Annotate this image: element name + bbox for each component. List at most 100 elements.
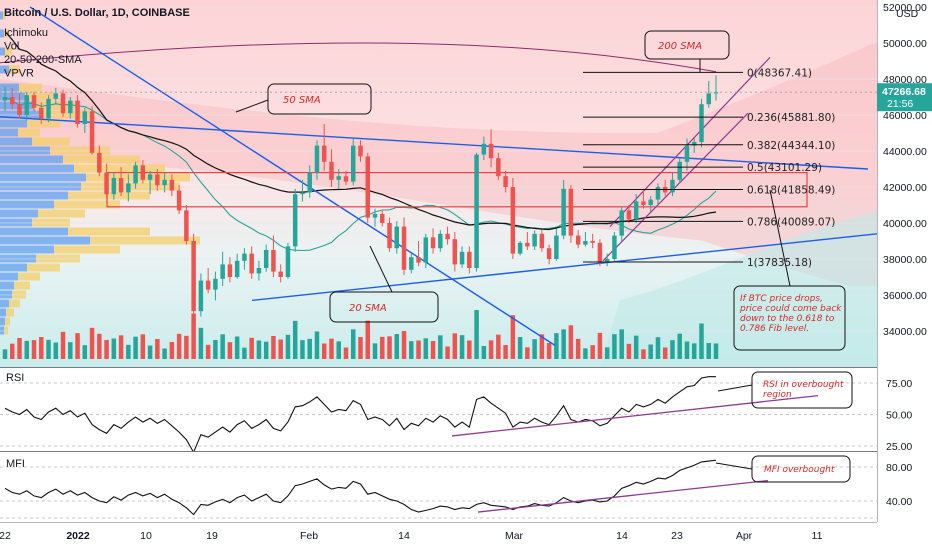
candle-body[interactable] xyxy=(517,242,523,254)
candle-body[interactable] xyxy=(46,98,51,119)
candle-body[interactable] xyxy=(60,93,66,114)
candle-body[interactable] xyxy=(321,145,327,162)
candle-body[interactable] xyxy=(380,214,385,223)
candle-body[interactable] xyxy=(17,104,22,115)
candle-body[interactable] xyxy=(10,97,15,105)
candle-body[interactable] xyxy=(488,143,494,159)
candle-body[interactable] xyxy=(89,111,95,153)
candle-body[interactable] xyxy=(307,172,312,193)
trendline-descending[interactable] xyxy=(29,6,556,346)
candle-body[interactable] xyxy=(619,210,624,236)
candle-body[interactable] xyxy=(75,100,80,124)
candle-body[interactable] xyxy=(699,104,704,142)
candle-body[interactable] xyxy=(314,145,320,173)
callout-fib-note[interactable]: If BTC price drops,price could come back… xyxy=(733,189,846,351)
mfi-pane[interactable]: MFI MFI overbought xyxy=(0,455,877,519)
current-price-badge[interactable] xyxy=(877,83,932,112)
candle-body[interactable] xyxy=(409,257,414,270)
candle-body[interactable] xyxy=(104,172,109,195)
candle-body[interactable] xyxy=(2,97,8,101)
candle-body[interactable] xyxy=(126,183,131,193)
candle-body[interactable] xyxy=(133,165,138,184)
sma50-line[interactable] xyxy=(4,31,717,231)
candle-body[interactable] xyxy=(155,174,160,186)
candle-body[interactable] xyxy=(430,237,436,249)
mfi-trendline[interactable] xyxy=(477,479,769,513)
candle-body[interactable] xyxy=(713,92,719,94)
callout-50sma[interactable]: 50 SMA xyxy=(235,83,372,115)
candle-body[interactable] xyxy=(68,100,73,114)
candle-body[interactable] xyxy=(53,93,59,99)
candle-body[interactable] xyxy=(496,158,501,177)
candle-body[interactable] xyxy=(474,154,479,268)
candle-body[interactable] xyxy=(459,251,465,265)
candle-body[interactable] xyxy=(532,233,537,247)
candle-body[interactable] xyxy=(684,145,690,162)
indicator-legend-item[interactable]: Ichimoku xyxy=(4,27,48,39)
time-axis-background[interactable] xyxy=(0,522,932,550)
candle-body[interactable] xyxy=(184,210,189,241)
candle-body[interactable] xyxy=(394,226,400,249)
candle-body[interactable] xyxy=(590,241,595,243)
candle-body[interactable] xyxy=(445,233,450,240)
candle-body[interactable] xyxy=(285,246,291,277)
candle-body[interactable] xyxy=(568,188,574,236)
indicator-legend-item[interactable]: Vol xyxy=(4,41,19,53)
candle-body[interactable] xyxy=(467,251,472,268)
candle-body[interactable] xyxy=(503,176,508,187)
indicator-legend-item[interactable]: 20-50-200-SMA xyxy=(4,54,82,66)
candles[interactable] xyxy=(2,75,719,322)
candle-body[interactable] xyxy=(198,280,204,312)
candle-body[interactable] xyxy=(140,165,146,180)
candle-body[interactable] xyxy=(452,239,458,265)
trendline-upper[interactable] xyxy=(0,116,869,170)
candle-body[interactable] xyxy=(416,257,421,263)
candle-body[interactable] xyxy=(510,187,516,254)
candle-body[interactable] xyxy=(111,178,117,195)
candle-body[interactable] xyxy=(554,235,559,259)
candle-body[interactable] xyxy=(423,237,429,263)
candle-body[interactable] xyxy=(633,201,639,220)
candle-body[interactable] xyxy=(147,174,153,180)
candle-body[interactable] xyxy=(205,280,211,290)
candle-body[interactable] xyxy=(292,194,298,247)
fib-retracement[interactable]: 0(48367.41) 0.236(45881.80) 0.382(44344.10… xyxy=(0,67,877,269)
candle-body[interactable] xyxy=(358,145,363,157)
rsi-line[interactable] xyxy=(4,376,716,454)
candle-body[interactable] xyxy=(271,250,276,272)
candle-body[interactable] xyxy=(249,253,254,274)
candle-body[interactable] xyxy=(604,259,610,263)
candle-body[interactable] xyxy=(256,268,262,274)
candle-body[interactable] xyxy=(612,235,617,259)
candle-body[interactable] xyxy=(31,95,37,108)
chart-title[interactable]: Bitcoin / U.S. Dollar, 1D, COINBASE xyxy=(4,7,190,19)
candle-body[interactable] xyxy=(242,253,247,261)
candle-body[interactable] xyxy=(655,187,661,200)
rsi-trendline[interactable] xyxy=(451,394,819,437)
candle-body[interactable] xyxy=(401,226,407,270)
candle-body[interactable] xyxy=(539,233,545,249)
candle-body[interactable] xyxy=(82,111,88,124)
candle-body[interactable] xyxy=(176,190,182,211)
time-axis[interactable]: 22 2022 10 19 Feb 14 Mar 14 23 Apr 11 xyxy=(0,530,823,542)
candle-body[interactable] xyxy=(169,179,175,191)
candle-body[interactable] xyxy=(597,242,603,263)
trendline-support[interactable] xyxy=(251,233,878,302)
indicator-legend-item[interactable]: VPVR xyxy=(4,68,34,80)
price-axis[interactable]: USD 34000.00 36000.00 38000.00 40000.00 42000… xyxy=(877,2,932,508)
candle-body[interactable] xyxy=(372,214,378,218)
chart-legend[interactable]: Bitcoin / U.S. Dollar, 1D, COINBASE Ichim… xyxy=(4,7,190,80)
candle-body[interactable] xyxy=(561,188,566,236)
candle-body[interactable] xyxy=(525,242,530,247)
candle-body[interactable] xyxy=(24,95,30,115)
candle-body[interactable] xyxy=(546,248,552,259)
candle-body[interactable] xyxy=(234,260,240,277)
candle-body[interactable] xyxy=(118,178,124,193)
candle-body[interactable] xyxy=(278,271,283,277)
candle-body[interactable] xyxy=(691,142,697,146)
mfi-line[interactable] xyxy=(4,459,717,516)
callout-20sma[interactable]: 20 SMA xyxy=(329,245,439,323)
candle-body[interactable] xyxy=(39,107,44,119)
